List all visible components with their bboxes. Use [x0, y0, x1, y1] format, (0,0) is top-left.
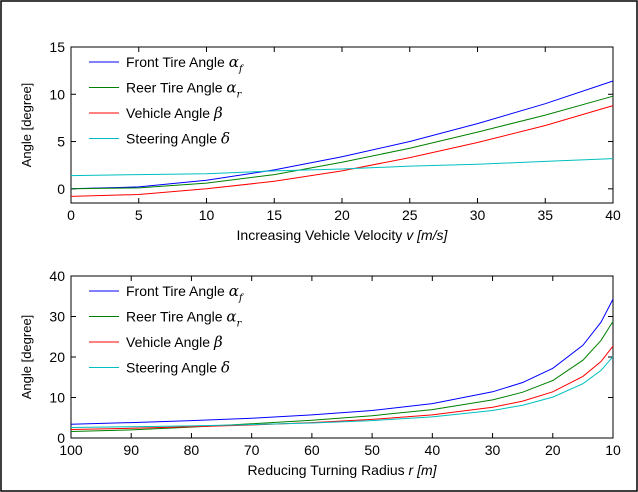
x-tick-label: 50	[364, 442, 380, 458]
legend-label-1: Reer Tire Angle αr	[126, 79, 243, 101]
plot-area	[70, 46, 614, 204]
legend-name: Steering Angle	[126, 131, 221, 147]
x-tick-label: 20	[545, 442, 561, 458]
y-tick-label: 5	[57, 134, 65, 150]
legend-name: Reer Tire Angle	[126, 80, 226, 96]
legend-symbol: β	[213, 333, 223, 351]
x-axis-label-var: r	[409, 462, 415, 478]
legend-label-2: Vehicle Angle β	[126, 333, 223, 351]
series-line-2	[70, 105, 614, 197]
legend-symbol: α	[226, 79, 236, 97]
legend-subscript: f	[238, 64, 245, 75]
legend-symbol: δ	[221, 359, 230, 377]
legend-symbol: δ	[221, 130, 230, 148]
y-tick-label: 40	[49, 268, 65, 284]
legend-subscript: r	[237, 90, 243, 101]
legend-symbol: α	[229, 53, 239, 71]
y-axis-label: Angle [degree]	[19, 315, 34, 400]
x-axis-label-var: v	[406, 227, 414, 243]
x-axis-label-text: Increasing Vehicle Velocity	[237, 227, 407, 243]
x-tick-label: 30	[470, 207, 486, 223]
x-tick-label: 30	[485, 442, 501, 458]
x-tick-label: 25	[402, 207, 418, 223]
x-tick-label: 35	[537, 207, 553, 223]
series-line-1	[70, 95, 614, 190]
series-line-0	[70, 80, 614, 190]
legend-label-2: Vehicle Angle β	[126, 104, 223, 122]
x-tick-label: 5	[135, 207, 143, 223]
legend-label-0: Front Tire Angle αf	[126, 282, 245, 304]
legend-name: Front Tire Angle	[126, 283, 229, 299]
x-tick-label: 90	[123, 442, 139, 458]
legend-name: Reer Tire Angle	[126, 309, 226, 325]
x-axis-label-unit: [m/s]	[416, 227, 448, 243]
x-tick-label: 60	[304, 442, 320, 458]
y-tick-label: 10	[49, 86, 65, 102]
y-axis-label: Angle [degree]	[19, 83, 34, 168]
x-axis-label: Increasing Vehicle Velocity v [m/s]	[237, 227, 449, 243]
y-tick-label: 30	[49, 309, 65, 325]
series-line-0	[70, 298, 614, 425]
series-line-3	[70, 356, 614, 428]
legend-symbol: α	[229, 282, 239, 300]
y-tick-label: 10	[49, 390, 65, 406]
x-tick-label: 15	[266, 207, 282, 223]
legend-symbol: α	[226, 308, 236, 326]
legend-name: Vehicle Angle	[126, 334, 214, 350]
x-tick-label: 40	[605, 207, 621, 223]
legend-label-1: Reer Tire Angle αr	[126, 308, 243, 330]
x-tick-label: 70	[244, 442, 260, 458]
x-tick-label: 20	[334, 207, 350, 223]
x-axis-label: Reducing Turning Radius r [m]	[247, 462, 437, 478]
legend-subscript: f	[238, 293, 245, 304]
legend-label-0: Front Tire Angle αf	[126, 53, 245, 75]
y-tick-label: 0	[57, 430, 65, 446]
series-line-2	[70, 345, 614, 430]
legend-symbol: β	[213, 104, 223, 122]
legend-name: Vehicle Angle	[126, 105, 214, 121]
series-line-3	[70, 158, 614, 177]
y-tick-label: 15	[49, 39, 65, 55]
plot-area	[70, 275, 614, 439]
x-tick-label: 10	[199, 207, 215, 223]
x-axis-label-unit: [m]	[416, 462, 438, 478]
legend-name: Front Tire Angle	[126, 54, 229, 70]
x-tick-label: 40	[425, 442, 441, 458]
x-tick-label: 0	[67, 207, 75, 223]
legend-name: Steering Angle	[126, 360, 221, 376]
legend-subscript: r	[237, 319, 243, 330]
x-tick-label: 10	[605, 442, 621, 458]
legend-label-3: Steering Angle δ	[126, 359, 230, 377]
y-tick-label: 0	[57, 181, 65, 197]
legend-label-3: Steering Angle δ	[126, 130, 230, 148]
x-tick-label: 80	[184, 442, 200, 458]
top-chart: 0 5 10 15 20 25 30 35 40 0 5 10 15 Angle [degree] Incr…	[19, 39, 621, 243]
y-tick-label: 20	[49, 349, 65, 365]
x-axis-label-text: Reducing Turning Radius	[247, 462, 408, 478]
x-tick-label: 100	[59, 442, 83, 458]
